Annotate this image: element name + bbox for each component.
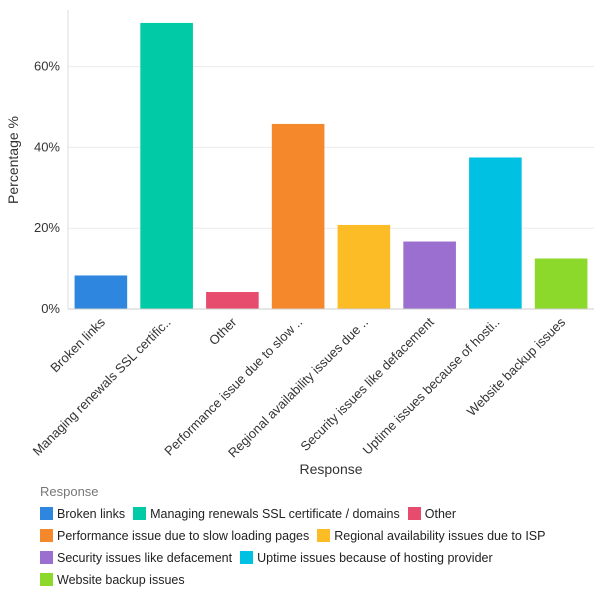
bar-4[interactable]	[271, 123, 325, 310]
y-tick-label: 40%	[34, 139, 60, 154]
legend-label: Broken links	[57, 506, 126, 521]
legend-swatch	[40, 507, 53, 520]
x-tick-label: Security issues like defacement	[297, 314, 437, 454]
bar-1[interactable]	[74, 275, 128, 309]
x-tick-label: Uptime issues because of hosti..	[360, 315, 503, 458]
legend-item[interactable]: Regional availability issues due to ISP	[317, 527, 545, 544]
bar-7[interactable]	[469, 157, 522, 309]
legend-swatch	[40, 551, 53, 564]
legend-label: Other	[424, 506, 457, 521]
legend-items: Broken links Managing renewals SSL certif…	[40, 505, 590, 588]
legend-item[interactable]: Other	[407, 505, 457, 522]
legend-label: Uptime issues because of hosting provide…	[257, 550, 493, 565]
y-axis-ticks: 0% 20% 40% 60%	[34, 59, 60, 316]
legend-swatch	[133, 507, 147, 520]
x-tick-label: Broken links	[47, 314, 108, 375]
legend-item[interactable]: Broken links	[40, 505, 125, 522]
legend: Response Broken links Managing renewals S…	[40, 484, 590, 588]
legend-item[interactable]: Performance issue due to slow loading pa…	[40, 527, 309, 544]
legend-label: Performance issue due to slow loading pa…	[57, 528, 310, 543]
legend-label: Regional availability issues due to ISP	[334, 528, 546, 543]
legend-label: Security issues like defacement	[57, 550, 233, 565]
legend-item[interactable]: Uptime issues because of hosting provide…	[240, 549, 493, 566]
bar-6[interactable]	[403, 241, 456, 309]
y-tick-label: 60%	[34, 59, 60, 74]
y-tick-label: 20%	[34, 220, 60, 235]
legend-swatch	[407, 507, 421, 520]
legend-item[interactable]: Security issues like defacement	[40, 549, 232, 566]
bars	[74, 22, 588, 310]
legend-swatch	[317, 529, 331, 542]
x-tick-label: Managing renewals SSL certific..	[30, 315, 174, 459]
bar-8[interactable]	[534, 258, 588, 309]
x-tick-label: Regional availability issues due ..	[225, 315, 371, 461]
legend-swatch	[40, 573, 53, 586]
y-axis-title: Percentage %	[5, 116, 21, 204]
x-tick-label: Performance issue due to slow ..	[161, 315, 305, 459]
legend-item[interactable]: Website backup issues	[40, 571, 185, 588]
legend-item[interactable]: Managing renewals SSL certificate / doma…	[133, 505, 400, 522]
legend-swatch	[40, 529, 53, 542]
legend-swatch	[240, 551, 254, 564]
legend-label: Managing renewals SSL certificate / doma…	[150, 506, 400, 521]
bar-3[interactable]	[206, 292, 259, 309]
x-axis-title: Response	[299, 461, 362, 477]
legend-title: Response	[40, 484, 99, 499]
legend-label: Website backup issues	[57, 572, 185, 587]
y-tick-label: 0%	[41, 301, 60, 316]
bar-2[interactable]	[140, 22, 193, 310]
bar-5[interactable]	[337, 224, 391, 309]
x-tick-label: Other	[206, 314, 240, 348]
